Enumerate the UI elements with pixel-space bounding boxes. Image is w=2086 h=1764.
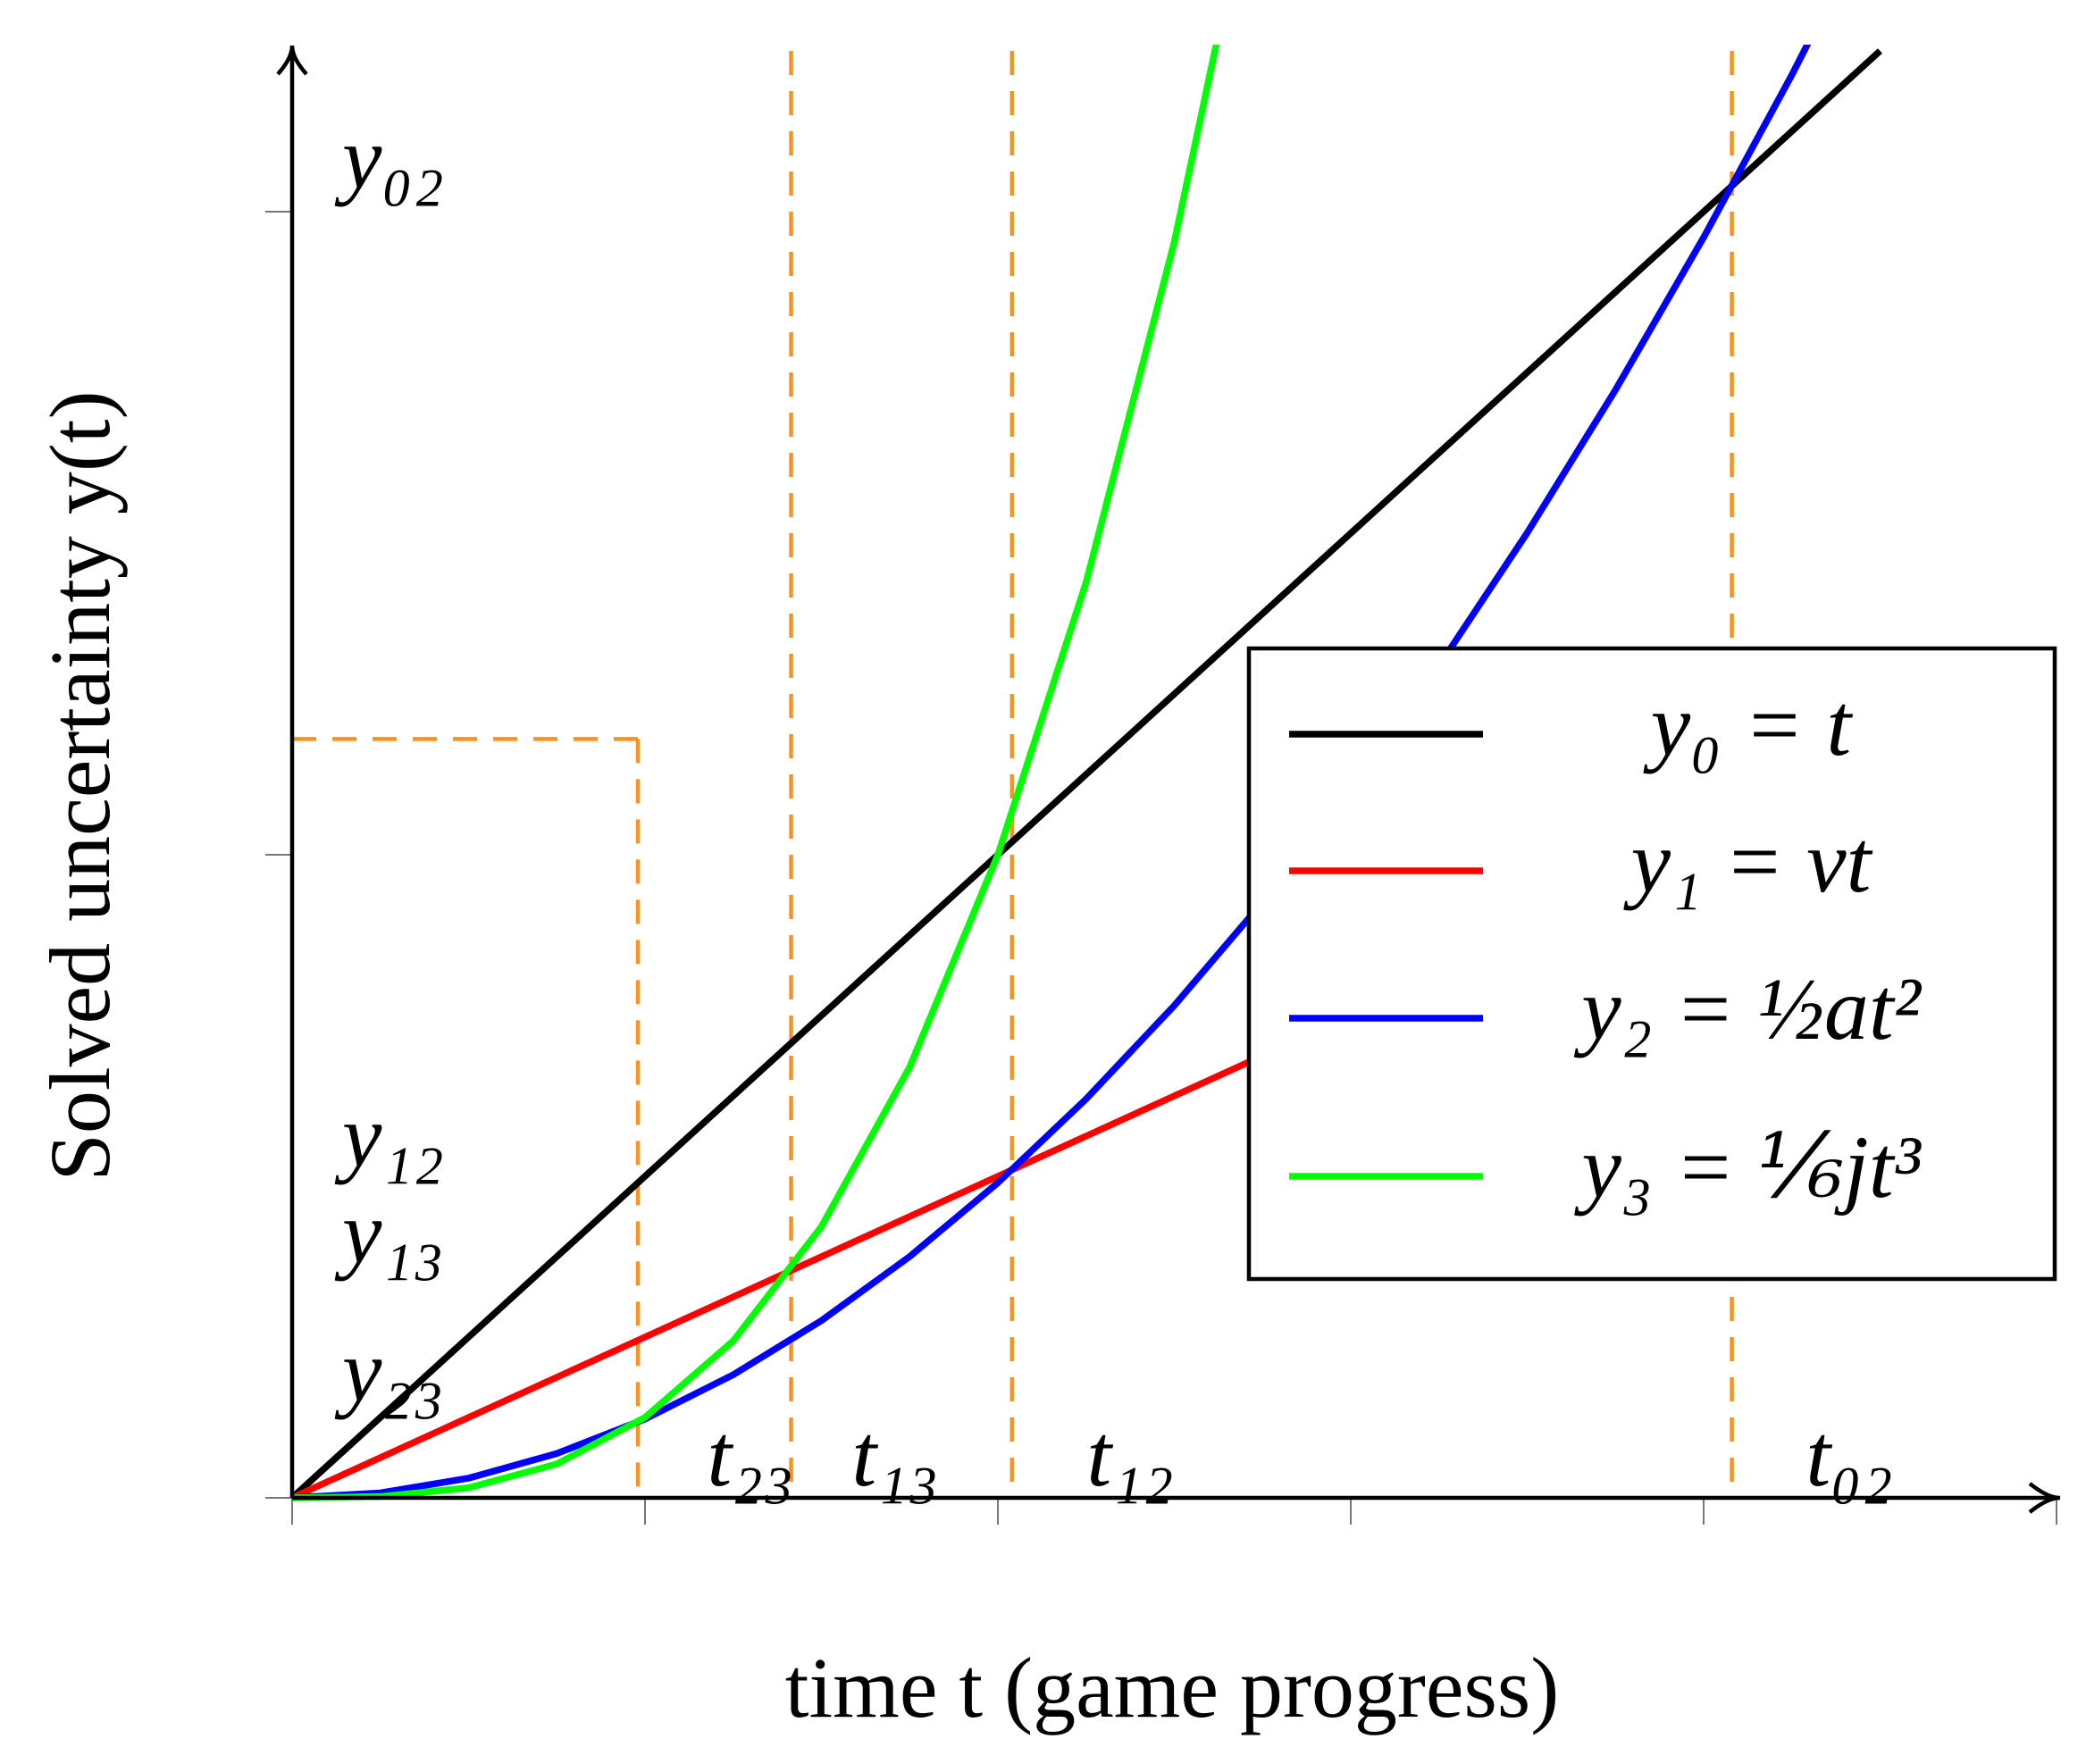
y-annotation: y₀₂ <box>334 108 444 207</box>
y-axis-arrow <box>276 45 308 76</box>
t-annotation: t₁₂ <box>1086 1406 1173 1505</box>
x-axis-arrow <box>2028 1482 2061 1514</box>
series-line <box>289 48 1883 1501</box>
series-line <box>291 45 1812 1501</box>
y-annotation: y₂₃ <box>334 1321 444 1420</box>
series-line <box>291 45 1220 1501</box>
t-annotation: t₁₃ <box>851 1406 938 1505</box>
legend-label: y₂ = ½at² <box>1573 959 1922 1058</box>
y-annotation: y₁₂ <box>334 1086 444 1185</box>
x-axis-label: time t (game progress) <box>785 1640 1559 1735</box>
legend-box <box>1246 646 2057 1282</box>
y-annotation: y₁₃ <box>334 1183 444 1282</box>
y-axis-label: Solved uncertainty y(t) <box>32 390 128 1181</box>
legend-label: y₁ = vt <box>1623 812 1873 911</box>
t-annotation: t₂₃ <box>707 1406 793 1505</box>
legend-label: y₀ = t <box>1643 675 1854 774</box>
legend-label: y₃ = ⅙jt³ <box>1573 1117 1922 1216</box>
t-annotation: t₀₂ <box>1805 1406 1892 1505</box>
